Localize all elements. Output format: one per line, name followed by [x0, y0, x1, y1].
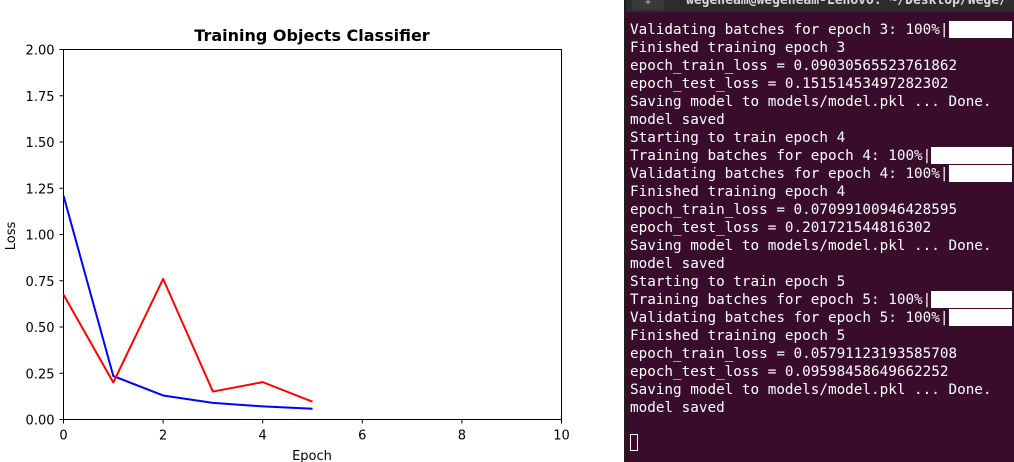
terminal-line: Saving model to models/model.pkl ... Don…	[630, 94, 992, 110]
x-axis-label: Epoch	[292, 449, 332, 462]
terminal-line: epoch_test_loss = 0.09598458649662252	[630, 364, 949, 380]
y-tick-label: 1.00	[26, 229, 55, 244]
terminal-line: Training batches for epoch 4: 100%|	[630, 147, 1014, 165]
series-group	[62, 195, 313, 410]
x-axis: 0 2 4 6 8 10	[59, 419, 570, 444]
series-line-2	[62, 277, 313, 403]
terminal-line: Finished training epoch 5	[630, 328, 846, 344]
terminal-line: epoch_test_loss = 0.15151453497282302	[630, 76, 949, 92]
terminal-line: epoch_train_loss = 0.05791123193585708	[630, 346, 958, 362]
y-tick-label: 0.00	[26, 414, 55, 429]
series-line-1	[62, 195, 313, 410]
terminal-line: Saving model to models/model.pkl ... Don…	[630, 238, 992, 254]
terminal-line: epoch_train_loss = 0.09030565523761862	[630, 58, 958, 74]
terminal-cursor	[630, 434, 638, 451]
terminal-line: Finished training epoch 3	[630, 40, 846, 56]
plot-area-frame	[63, 49, 562, 420]
terminal-line: epoch_test_loss = 0.201721544816302	[630, 220, 932, 236]
terminal-window[interactable]: + wegeneam@wegeneam-Lenovo: ~/Desktop/We…	[624, 0, 1014, 462]
terminal-line: model saved	[630, 256, 725, 272]
terminal-title: wegeneam@wegeneam-Lenovo: ~/Desktop/Wege…	[686, 0, 1007, 8]
terminal-line: model saved	[630, 112, 725, 128]
x-tick-label: 4	[259, 429, 267, 444]
progress-bar-fill	[948, 21, 1012, 38]
y-tick-label: 1.50	[26, 136, 55, 151]
terminal-line: Saving model to models/model.pkl ... Don…	[630, 382, 992, 398]
terminal-line: epoch_train_loss = 0.07099100946428595	[630, 202, 958, 218]
terminal-output[interactable]: Validating batches for epoch 3: 100%| Fin…	[630, 21, 1014, 417]
x-tick-label: 10	[553, 429, 570, 444]
terminal-line: model saved	[630, 400, 725, 416]
y-tick-label: 0.50	[26, 321, 55, 336]
new-tab-icon[interactable]: +	[632, 0, 664, 10]
terminal-line: Training batches for epoch 5: 100%|	[630, 291, 1014, 309]
progress-bar-fill	[948, 165, 1012, 182]
x-tick-label: 0	[59, 429, 67, 444]
y-tick-label: 1.75	[26, 90, 55, 105]
x-tick-label: 6	[358, 429, 366, 444]
y-tick-label: 0.75	[26, 275, 55, 290]
y-tick-label: 2.00	[26, 44, 55, 59]
plot-window: Training Objects Classifier 0 2 4 6 8 10 0.00…	[4, 26, 570, 462]
terminal-line: Starting to train epoch 4	[630, 130, 846, 146]
terminal-titlebar[interactable]: + wegeneam@wegeneam-Lenovo: ~/Desktop/We…	[626, 0, 1014, 12]
y-axis: 0.00 0.25 0.50 0.75 1.00 1.25 1.50 1.75 2.00	[26, 44, 64, 429]
y-tick-label: 0.25	[26, 367, 55, 382]
terminal-line: Validating batches for epoch 5: 100%|	[630, 309, 1014, 327]
progress-bar-fill	[931, 147, 1012, 164]
y-tick-label: 1.25	[26, 182, 55, 197]
progress-bar-fill	[948, 309, 1012, 326]
terminal-line: Starting to train epoch 5	[630, 274, 846, 290]
terminal-line: Validating batches for epoch 4: 100%|	[630, 165, 1014, 183]
terminal-line: Validating batches for epoch 3: 100%|	[630, 21, 1014, 39]
progress-bar-fill	[931, 291, 1012, 308]
chart-title: Training Objects Classifier	[194, 26, 430, 45]
y-axis-label: Loss	[4, 222, 19, 251]
loss-chart: Training Objects Classifier 0 2 4 6 8 10 0.00…	[4, 26, 570, 462]
terminal-line: Finished training epoch 4	[630, 184, 846, 200]
x-tick-label: 8	[458, 429, 466, 444]
x-tick-label: 2	[159, 429, 167, 444]
